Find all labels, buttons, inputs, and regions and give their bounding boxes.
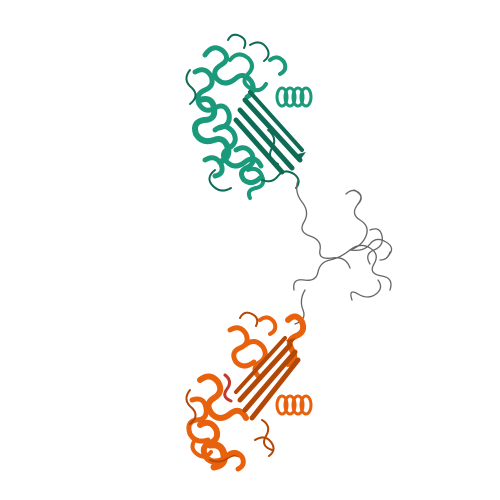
chain-b-domain — [185, 311, 313, 472]
chain-b-helix — [275, 394, 313, 416]
chain-a-helix — [275, 86, 313, 108]
chain-a-beta-sheet — [233, 90, 306, 175]
linker-region — [293, 179, 393, 325]
chain-b-beta-sheet — [234, 336, 301, 421]
chain-a-domain — [185, 33, 313, 200]
